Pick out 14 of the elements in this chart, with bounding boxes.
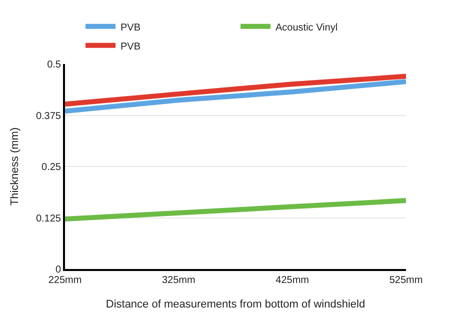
x-tick-label: 425mm — [276, 275, 310, 286]
legend-label: Acoustic Vinyl — [276, 22, 338, 34]
y-tick-label: 0.375 — [36, 110, 62, 122]
y-tick-label: 0.25 — [42, 162, 62, 173]
x-axis-title: Distance of measurements from bottom of windshield — [106, 298, 366, 311]
y-tick-label: 0.5 — [47, 60, 62, 70]
y-axis-title: Thickness (mm) — [9, 127, 22, 206]
legend-label: PVB — [120, 41, 141, 52]
y-tick-label: 0 — [55, 264, 62, 276]
x-tick-label: 325mm — [162, 275, 196, 286]
legend-label: PVB — [120, 22, 141, 34]
x-tick-label: 525mm — [389, 275, 423, 286]
x-tick-label: 225mm — [48, 275, 82, 286]
y-tick-label: 0.125 — [36, 213, 62, 224]
